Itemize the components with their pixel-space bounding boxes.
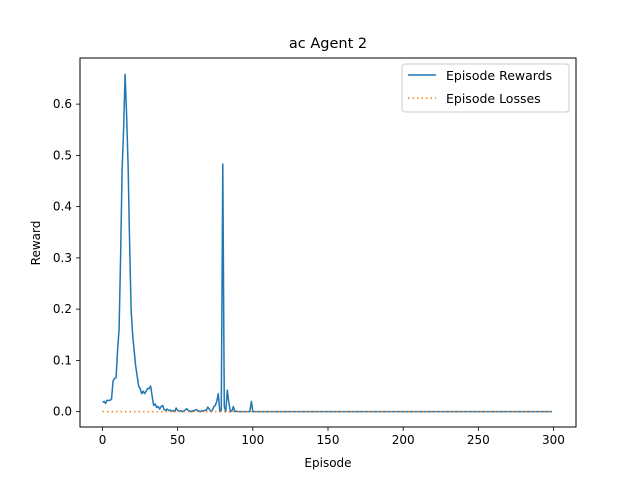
series-layer bbox=[102, 73, 552, 413]
y-tick-label: 0.5 bbox=[53, 148, 72, 162]
legend-box bbox=[401, 63, 570, 113]
plot-frame bbox=[79, 57, 577, 428]
plot-area: 0 50 100 150 200 250 300 0.0 0.1 0.2 0.3 0.4 0.5 0.6 bbox=[53, 57, 577, 447]
legend-label-rewards: Episode Rewards bbox=[446, 68, 552, 83]
chart-title: ac Agent 2 bbox=[289, 36, 367, 52]
x-axis-label: Episode bbox=[304, 456, 351, 470]
x-tick-label: 150 bbox=[317, 433, 340, 447]
x-tick-label: 0 bbox=[99, 433, 107, 447]
x-tick-label: 200 bbox=[392, 433, 415, 447]
plot-background bbox=[80, 58, 576, 427]
y-tick-label: 0.0 bbox=[53, 405, 72, 419]
y-tick-label: 0.6 bbox=[53, 97, 72, 111]
x-tick-label: 50 bbox=[170, 433, 185, 447]
x-tick-label: 100 bbox=[241, 433, 264, 447]
y-tick-label: 0.1 bbox=[53, 353, 72, 367]
axis-layer: 0 50 100 150 200 250 300 0.0 0.1 0.2 0.3 0.4 0.5 0.6 bbox=[53, 97, 565, 447]
y-tick-label: 0.2 bbox=[53, 302, 72, 316]
y-tick-label: 0.4 bbox=[53, 200, 72, 214]
x-tick-label: 250 bbox=[467, 433, 490, 447]
legend: Episode Rewards Episode Losses bbox=[401, 63, 570, 113]
y-tick-label: 0.3 bbox=[53, 251, 72, 265]
x-tick-label: 300 bbox=[542, 433, 565, 447]
legend-label-losses: Episode Losses bbox=[446, 91, 541, 106]
series-line-episode-rewards bbox=[102, 73, 552, 413]
y-axis-label: Reward bbox=[29, 221, 43, 266]
